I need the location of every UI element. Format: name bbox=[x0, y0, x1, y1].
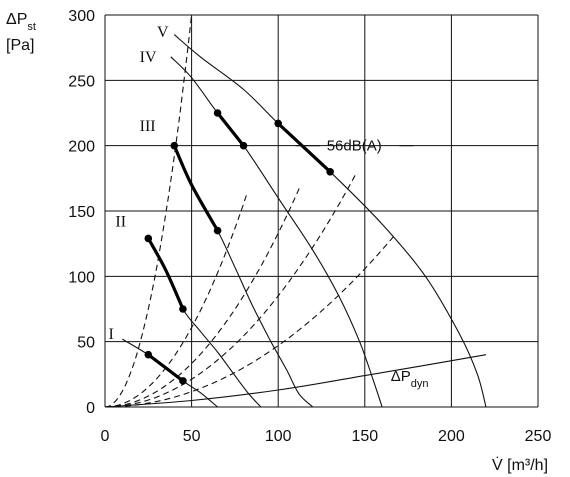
y-tick-label: 50 bbox=[77, 335, 95, 352]
dyn-pressure-label: ΔPdyn bbox=[391, 368, 429, 390]
operating-point bbox=[144, 234, 153, 243]
operating-range-i bbox=[146, 353, 185, 383]
operating-range-ii bbox=[146, 236, 185, 311]
system-curve bbox=[104, 193, 248, 408]
x-tick-label: 150 bbox=[351, 428, 378, 445]
curve-label-ii: II bbox=[115, 213, 126, 230]
x-tick-label: 250 bbox=[525, 428, 552, 445]
operating-range-v bbox=[276, 121, 332, 174]
grid bbox=[104, 14, 539, 408]
fan-curve-ii bbox=[147, 238, 262, 408]
x-axis-label: V̇ [m³/h] bbox=[492, 456, 548, 474]
noise-label: 56dB(A) bbox=[327, 138, 382, 155]
system-curves bbox=[104, 14, 397, 408]
system-curve bbox=[104, 14, 193, 408]
curve-label-iv: IV bbox=[140, 49, 157, 66]
y-axis-unit: [Pa] bbox=[6, 37, 34, 54]
operating-point bbox=[326, 168, 334, 176]
dynamic-pressure-curve bbox=[104, 354, 487, 408]
curve-label-i: I bbox=[108, 326, 113, 343]
fan-curve-iv bbox=[170, 56, 383, 408]
curve-label-v: V bbox=[157, 24, 169, 41]
operating-point bbox=[179, 305, 187, 313]
fan-curves bbox=[122, 34, 487, 408]
operating-point bbox=[213, 226, 222, 235]
operating-point bbox=[170, 141, 179, 150]
system-curve bbox=[104, 184, 302, 408]
operating-point bbox=[274, 119, 283, 128]
y-tick-label: 200 bbox=[68, 139, 95, 156]
y-tick-label: 300 bbox=[68, 8, 95, 25]
operating-range-iv bbox=[216, 111, 246, 148]
operating-point bbox=[144, 350, 153, 359]
operating-point bbox=[239, 141, 248, 150]
system-curve bbox=[104, 173, 357, 408]
curve-label-iii: III bbox=[140, 118, 156, 135]
y-tick-label: 150 bbox=[68, 204, 95, 221]
x-tick-label: 200 bbox=[438, 428, 465, 445]
x-tick-label: 100 bbox=[265, 428, 292, 445]
system-curve bbox=[104, 233, 397, 408]
tick-labels: 0 50 100 150 200 250 0 50 100 150 200 250 300 bbox=[68, 8, 551, 445]
fan-curve-v bbox=[173, 34, 487, 408]
operating-point bbox=[213, 109, 222, 117]
operating-point bbox=[179, 377, 187, 385]
dynamic-pressure bbox=[104, 354, 487, 408]
y-axis-label: ΔPst bbox=[6, 11, 36, 33]
x-tick-label: 50 bbox=[183, 428, 201, 445]
operating-range-iii bbox=[172, 144, 220, 233]
y-axis-label-main: ΔP bbox=[6, 11, 27, 28]
y-tick-label: 0 bbox=[86, 400, 95, 417]
x-tick-label: 0 bbox=[101, 428, 110, 445]
y-axis-label-sub: st bbox=[27, 21, 36, 33]
y-tick-label: 100 bbox=[68, 269, 95, 286]
operating-segments bbox=[144, 109, 334, 385]
y-tick-label: 250 bbox=[68, 73, 95, 90]
